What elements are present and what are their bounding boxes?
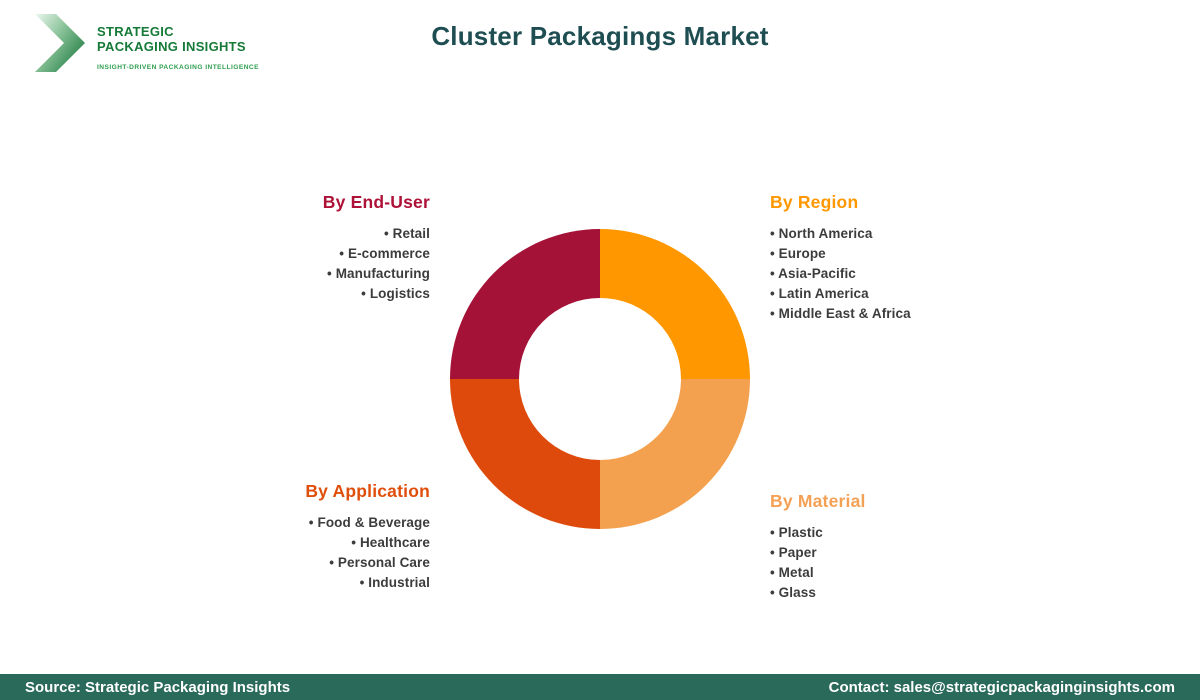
list-item: • Healthcare [351, 535, 430, 550]
logo-text: STRATEGIC PACKAGING INSIGHTS INSIGHT-DRI… [97, 14, 259, 71]
list-item: • Middle East & Africa [770, 306, 911, 321]
section-heading-application: By Application [305, 481, 430, 501]
list-item: • Paper [770, 545, 817, 560]
donut-chart-hole [519, 298, 681, 460]
list-item: • Latin America [770, 286, 869, 301]
list-item: • Europe [770, 246, 826, 261]
list-item: • Industrial [359, 575, 430, 590]
logo-tagline: INSIGHT-DRIVEN PACKAGING INTELLIGENCE [97, 63, 259, 71]
list-item: • E-commerce [339, 246, 430, 261]
list-item: • Retail [383, 226, 430, 241]
section-by-end-user: By End-User • Retail • E-commerce • Manufa… [170, 192, 430, 304]
section-by-region: By Region • North America • Europe • Asia-… [770, 192, 1030, 324]
list-item: • Metal [770, 565, 814, 580]
section-by-material: By Material • Plastic • Paper • Metal • Gla… [770, 491, 1030, 603]
section-list-application: • Food & Beverage • Healthcare • Personal … [170, 513, 430, 593]
section-heading-material: By Material [770, 491, 866, 511]
footer-contact-text: Contact: sales@strategicpackaginginsight… [828, 678, 1175, 696]
page-title: Cluster Packagings Market [431, 21, 769, 51]
list-item: • Personal Care [329, 555, 430, 570]
list-item: • Glass [770, 585, 816, 600]
section-heading-end-user: By End-User [322, 192, 430, 212]
list-item: • Food & Beverage [308, 515, 430, 530]
section-heading-region: By Region [770, 192, 859, 212]
logo-brand-line1: STRATEGIC [97, 24, 174, 39]
list-item: • Plastic [770, 525, 823, 540]
footer-bar: Source: Strategic Packaging Insights Con… [0, 674, 1200, 700]
company-logo: STRATEGIC PACKAGING INSIGHTS INSIGHT-DRI… [35, 14, 259, 72]
section-list-end-user: • Retail • E-commerce • Manufacturing • Log… [170, 224, 430, 304]
section-list-material: • Plastic • Paper • Metal • Glass [770, 523, 1030, 603]
list-item: • Manufacturing [327, 266, 430, 281]
footer-source-text: Source: Strategic Packaging Insights [25, 678, 291, 696]
list-item: • Logistics [361, 286, 430, 301]
logo-brand-line2: PACKAGING INSIGHTS [97, 39, 246, 55]
list-item: • Asia-Pacific [770, 266, 856, 281]
donut-chart [450, 229, 750, 529]
list-item: • North America [770, 226, 873, 241]
section-by-application: By Application • Food & Beverage • Health… [170, 481, 430, 593]
section-list-region: • North America • Europe • Asia-Pacific • L… [770, 224, 1030, 324]
chevron-logo-icon [35, 14, 85, 72]
